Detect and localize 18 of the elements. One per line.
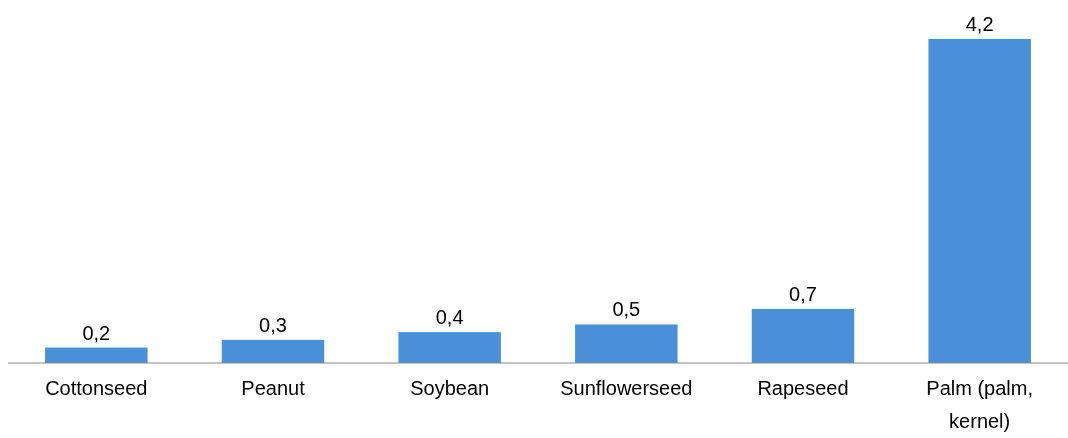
bar: [45, 347, 148, 363]
bar: [221, 339, 325, 363]
bar: [398, 332, 501, 363]
x-tick-label: Soybean: [410, 377, 490, 399]
data-label: 0,3: [259, 313, 287, 336]
bar: [751, 309, 855, 363]
bar: [928, 39, 1031, 363]
x-tick-label: Peanut: [241, 377, 306, 399]
bar: [575, 324, 678, 363]
x-tick-label: Cottonseed: [45, 377, 148, 399]
data-label: 0,7: [789, 283, 817, 305]
data-label: 0,2: [82, 321, 111, 344]
x-tick-label: Rapeseed: [757, 377, 849, 399]
data-label: 0,4: [435, 306, 464, 329]
data-label: 0,5: [612, 298, 641, 321]
data-label: 4,2: [965, 13, 994, 35]
x-tick-label: Sunflowerseed: [560, 377, 693, 399]
x-tick-label: Palm (palm, kernel): [926, 377, 1034, 432]
